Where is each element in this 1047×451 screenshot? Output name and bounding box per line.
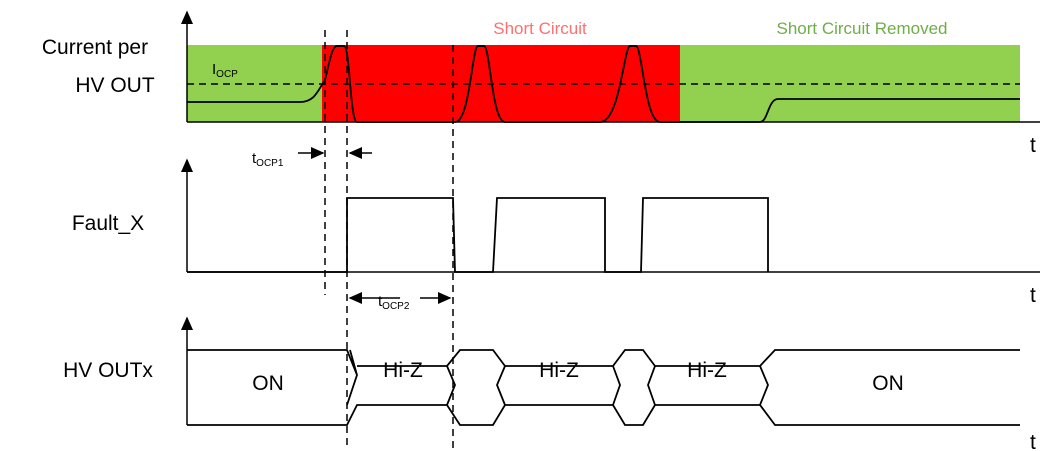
t-label: t — [1030, 431, 1036, 451]
iocp-main: I — [212, 61, 216, 78]
iocp-sub: OCP — [216, 69, 238, 80]
current-waveform — [187, 45, 1020, 123]
hvout-bottom — [187, 365, 1020, 426]
fault-waveform — [187, 197, 769, 273]
t-label: t — [1030, 284, 1036, 307]
hvout-label: HV OUTx — [63, 359, 153, 382]
short-circuit-label: Short Circuit — [493, 19, 587, 38]
tocp2-main: t — [378, 293, 383, 310]
t-label: t — [1030, 134, 1036, 157]
state-label: ON — [872, 372, 904, 395]
current-label: Current per — [42, 36, 148, 59]
tocp2-sub: OCP2 — [382, 301, 410, 312]
fault-label: Fault_X — [72, 212, 144, 235]
iocp-label: IOCP — [212, 61, 238, 80]
state-label: ON — [252, 372, 284, 395]
hvout-top — [187, 349, 1020, 406]
short-removed-label: Short Circuit Removed — [776, 19, 947, 38]
state-label: Hi-Z — [539, 359, 579, 382]
tocp2-label: tOCP2 — [378, 293, 410, 312]
tocp1-sub: OCP1 — [256, 158, 284, 169]
state-label: Hi-Z — [687, 359, 727, 382]
tocp1-main: t — [252, 150, 257, 167]
tocp1-label: tOCP1 — [252, 150, 284, 169]
current-label: HV OUT — [75, 74, 155, 97]
state-label: Hi-Z — [383, 359, 423, 382]
